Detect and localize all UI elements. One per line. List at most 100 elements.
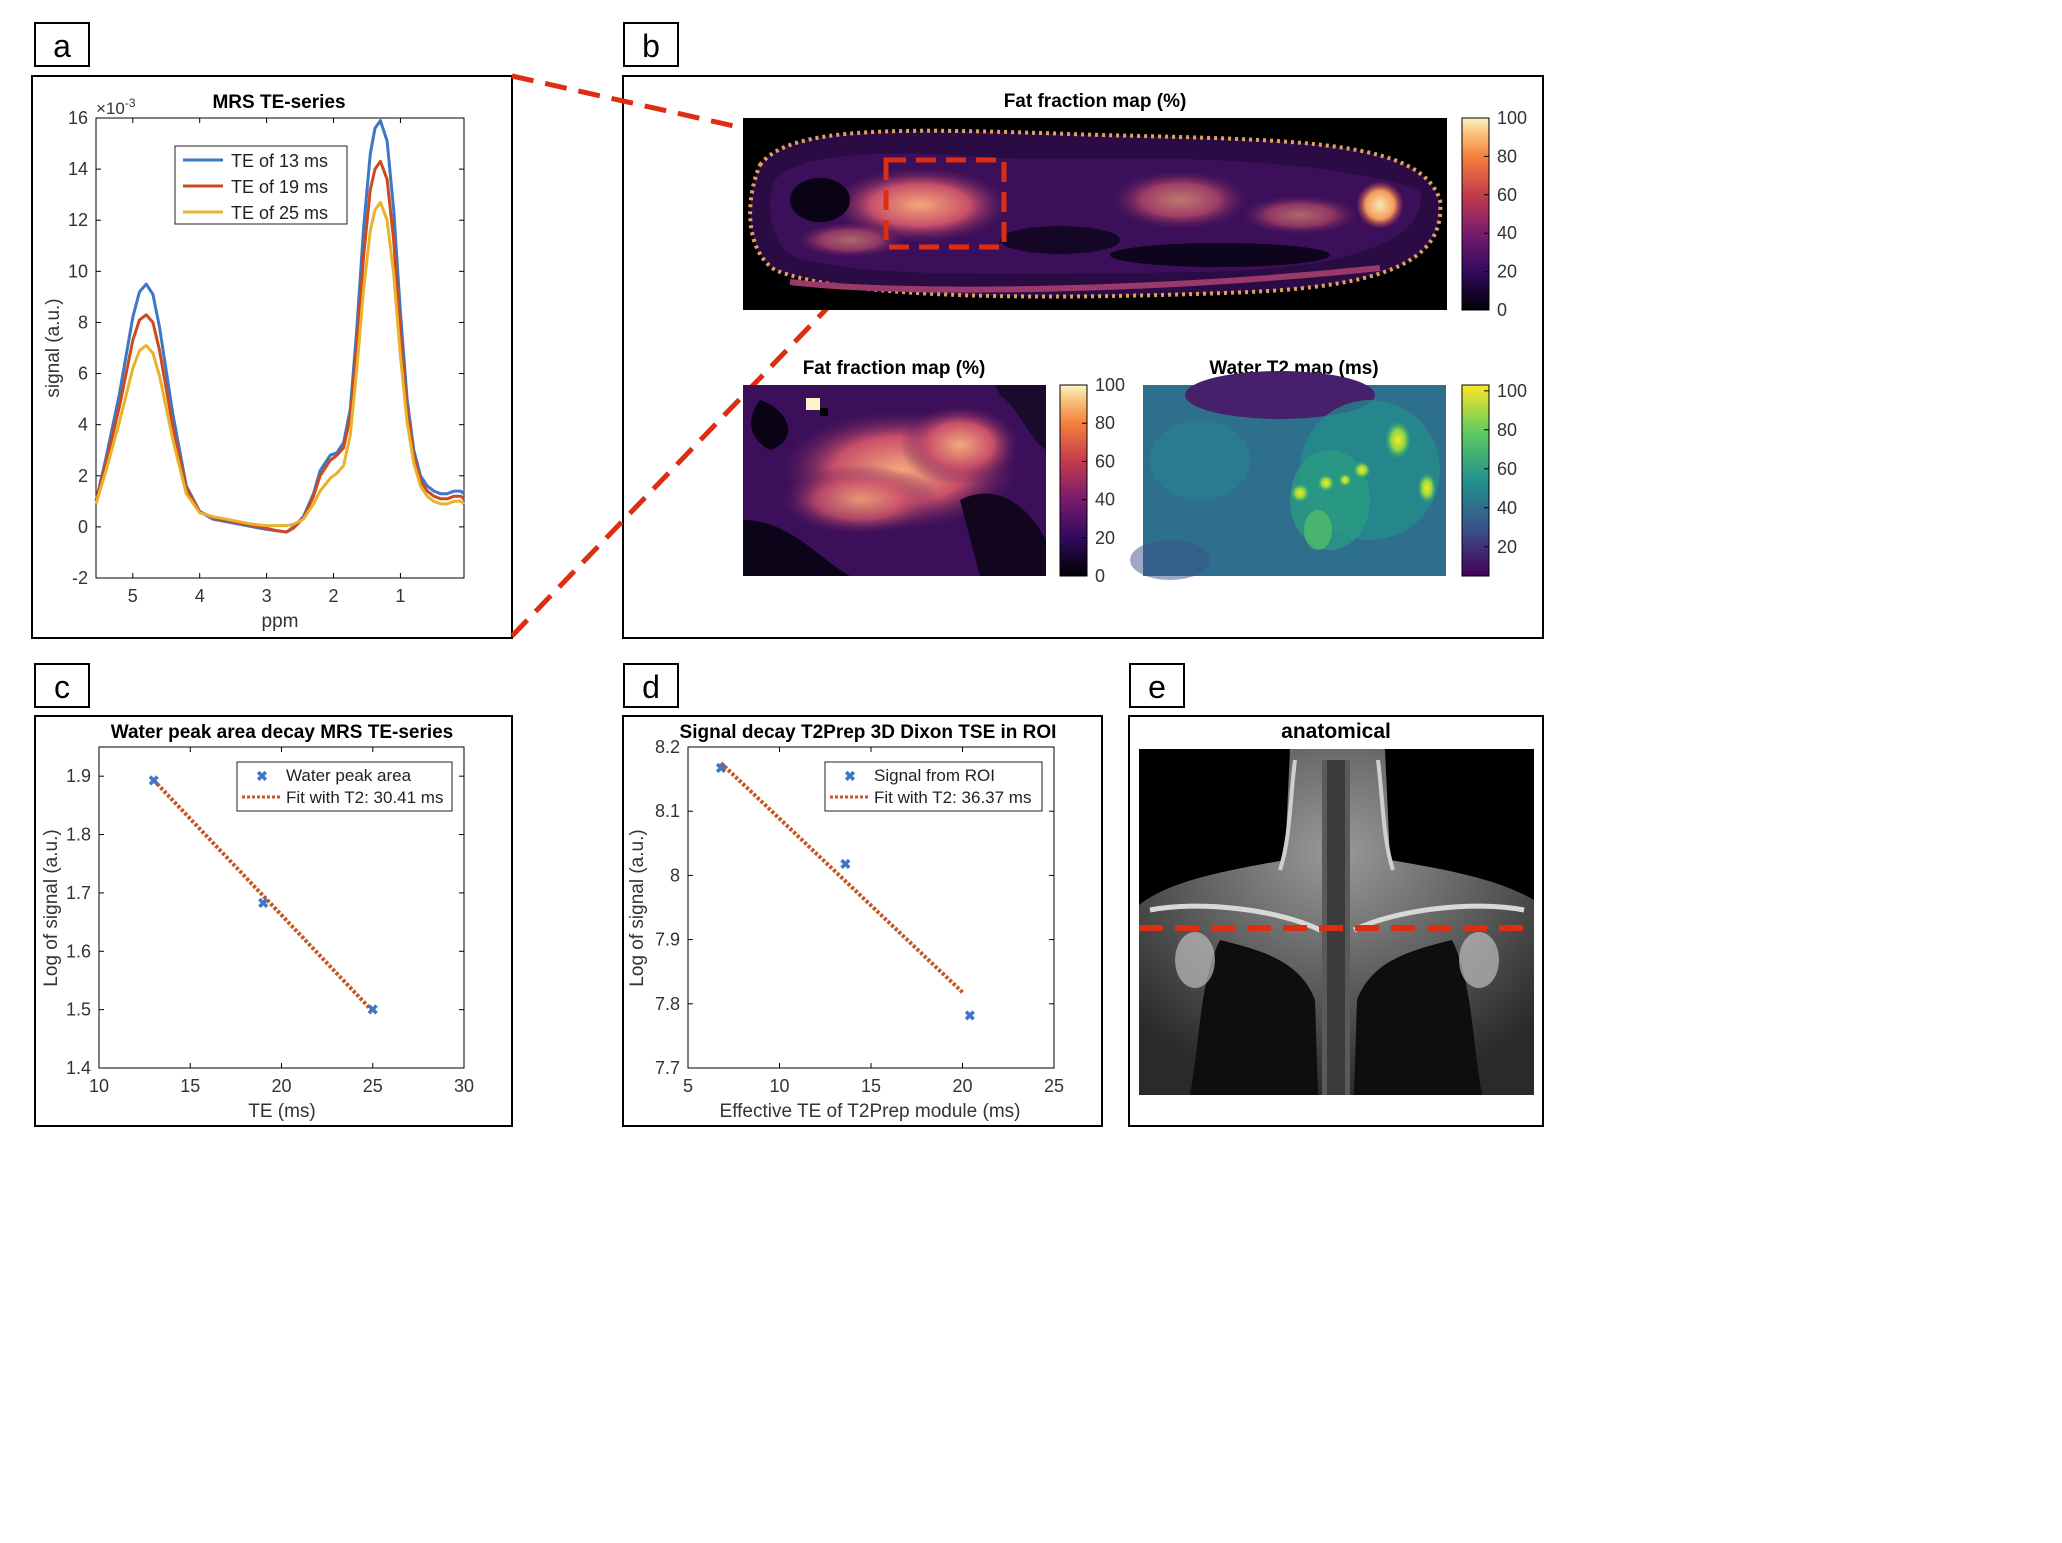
colorbar-tick-label: 60	[1095, 451, 1115, 471]
map-bottom-left-title: Fat fraction map (%)	[803, 358, 986, 379]
panel-letter-c: c	[54, 669, 70, 705]
chart-a-title: MRS TE-series	[212, 92, 345, 113]
chart-c-ylabel: Log of signal (a.u.)	[41, 829, 62, 986]
chart-a-xtick-label: 1	[395, 586, 405, 606]
colorbar-top	[1461, 117, 1490, 311]
chart-a-ytick-label: 0	[78, 517, 88, 537]
chart-c-xtick-label: 10	[89, 1076, 109, 1096]
chart-a-xtick-label: 4	[195, 586, 205, 606]
chart-d-ytick-label: 8	[670, 865, 680, 885]
chart-c-xtick-label: 30	[454, 1076, 474, 1096]
chart-a-ytick-label: 12	[68, 210, 88, 230]
chart-d-data-point: ✖	[964, 1007, 976, 1023]
chart-d-ytick-label: 7.8	[655, 994, 680, 1014]
legend-label-fit-d: Fit with T2: 36.37 ms	[874, 788, 1031, 807]
legend-label-fit-c: Fit with T2: 30.41 ms	[286, 788, 443, 807]
colorbar-tick-label: 100	[1497, 108, 1527, 128]
chart-a-legend: TE of 13 ms TE of 19 ms TE of 25 ms	[174, 145, 348, 225]
chart-a-xtick-label: 5	[128, 586, 138, 606]
chart-c-ytick-label: 1.6	[66, 941, 91, 961]
chart-d-ytick-label: 8.1	[655, 801, 680, 821]
chart-a-ticks: 5 4 3 2 1 -2 0 2 4 6 8 10 12 14 16	[68, 108, 464, 606]
chart-a-ytick-label: 2	[78, 466, 88, 486]
chart-mrs-te-series: 5 4 3 2 1 -2 0 2 4 6 8 10 12 14 16 MRS TE-series ppm s…	[43, 92, 465, 632]
chart-a-exponent-base: ×10	[96, 99, 125, 118]
chart-d-xtick-label: 15	[861, 1076, 881, 1096]
anatomical-title: anatomical	[1281, 720, 1391, 743]
chart-d-ytick-label: 7.7	[655, 1058, 680, 1078]
chart-a-ytick-label: 16	[68, 108, 88, 128]
legend-marker-roi: ✖	[844, 768, 856, 784]
chart-c-ticks: 10 15 20 25 30 1.4 1.5 1.6 1.7 1.8 1.9	[66, 747, 474, 1096]
chart-d-ytick-label: 7.9	[655, 930, 680, 950]
colorbar-tick-label: 100	[1497, 381, 1527, 401]
chart-d-xtick-label: 5	[683, 1076, 693, 1096]
chart-d-data-point: ✖	[840, 856, 852, 872]
chart-c-xtick-label: 15	[180, 1076, 200, 1096]
panel-letter-e: e	[1148, 669, 1166, 705]
panel-letter-b: b	[642, 28, 660, 64]
chart-d-marks: ✖ ✖ ✖	[715, 760, 976, 1023]
colorbar-tick-label: 0	[1095, 566, 1105, 586]
chart-a-xtick-label: 2	[329, 586, 339, 606]
panel-label-a: a	[34, 22, 90, 67]
panel-e-anatomical: anatomical	[1139, 720, 1534, 1095]
colorbar-bottom-left	[1059, 384, 1088, 577]
map-top-title: Fat fraction map (%)	[1004, 91, 1187, 112]
chart-c-title: Water peak area decay MRS TE-series	[111, 722, 454, 743]
chart-a-ytick-label: 8	[78, 312, 88, 332]
chart-d-ylabel: Log of signal (a.u.)	[627, 829, 648, 986]
chart-c-xlabel: TE (ms)	[248, 1101, 316, 1122]
colorbar-tick-label: 80	[1497, 420, 1517, 440]
chart-d-xtick-label: 10	[769, 1076, 789, 1096]
map-bottom-left-fat-fraction-image	[743, 385, 1046, 576]
colorbar-tick-label: 60	[1497, 185, 1517, 205]
colorbar-tick-label: 0	[1497, 300, 1507, 320]
chart-c-ytick-label: 1.4	[66, 1058, 91, 1078]
chart-c-ytick-label: 1.5	[66, 1000, 91, 1020]
colorbar-tick-label: 40	[1497, 223, 1517, 243]
panel-letter-a: a	[53, 28, 71, 64]
series-line-te25	[94, 200, 465, 528]
colorbar-tick-label: 40	[1497, 498, 1517, 518]
panel-label-d: d	[623, 663, 679, 708]
chart-a-xlabel: ppm	[262, 611, 299, 632]
colorbar-tick-label: 80	[1095, 413, 1115, 433]
chart-c-xtick-label: 20	[271, 1076, 291, 1096]
chart-d-xlabel: Effective TE of T2Prep module (ms)	[720, 1101, 1021, 1122]
chart-a-series	[94, 119, 465, 534]
map-bottom-right-water-t2-image	[1130, 371, 1446, 580]
panel-c-frame	[34, 715, 513, 1127]
chart-c-data-point: ✖	[148, 772, 160, 788]
chart-d-legend: ✖ Signal from ROI Fit with T2: 36.37 ms	[824, 761, 1043, 812]
colorbar-tick-label: 80	[1497, 146, 1517, 166]
panel-b-frame	[622, 75, 1544, 639]
chart-a-exponent-power: -3	[125, 96, 136, 110]
chart-d-xtick-label: 20	[952, 1076, 972, 1096]
chart-a-xtick-label: 3	[262, 586, 272, 606]
panel-label-c: c	[34, 663, 90, 708]
panel-label-e: e	[1129, 663, 1185, 708]
colorbar-bottom-left-ticks: 100 80 60 40 20 0	[1082, 375, 1125, 586]
legend-label-roi: Signal from ROI	[874, 766, 995, 785]
chart-c-data-point: ✖	[257, 895, 269, 911]
panel-b-maps: Fat fraction map (%) 100 80 60 40 20 0 Fat fr…	[743, 91, 1527, 586]
chart-a-ytick-label: 4	[78, 415, 88, 435]
chart-a-ytick-label: 14	[68, 159, 88, 179]
chart-signal-decay-t2prep: 5 10 15 20 25 7.7 7.8 7.9 8 8.1 8.2 ✖ ✖ ✖ Signal dec…	[627, 722, 1064, 1122]
chart-a-ylabel: signal (a.u.)	[43, 298, 64, 397]
colorbar-top-ticks: 100 80 60 40 20 0	[1484, 108, 1527, 320]
chart-d-xtick-label: 25	[1044, 1076, 1064, 1096]
roi-dashed-box	[883, 157, 1007, 250]
colorbar-bottom-right-ticks: 100 80 60 40 20	[1484, 381, 1527, 557]
chart-d-data-point: ✖	[715, 760, 727, 776]
colorbar-tick-label: 60	[1497, 459, 1517, 479]
series-line-te19	[94, 159, 465, 534]
chart-c-ytick-label: 1.7	[66, 883, 91, 903]
chart-c-fit-line	[152, 778, 375, 1013]
chart-d-ytick-label: 8.2	[655, 737, 680, 757]
colorbar-tick-label: 40	[1095, 490, 1115, 510]
map-top-fat-fraction-image	[743, 118, 1447, 310]
chart-a-ytick-label: 6	[78, 364, 88, 384]
panel-label-b: b	[623, 22, 679, 67]
